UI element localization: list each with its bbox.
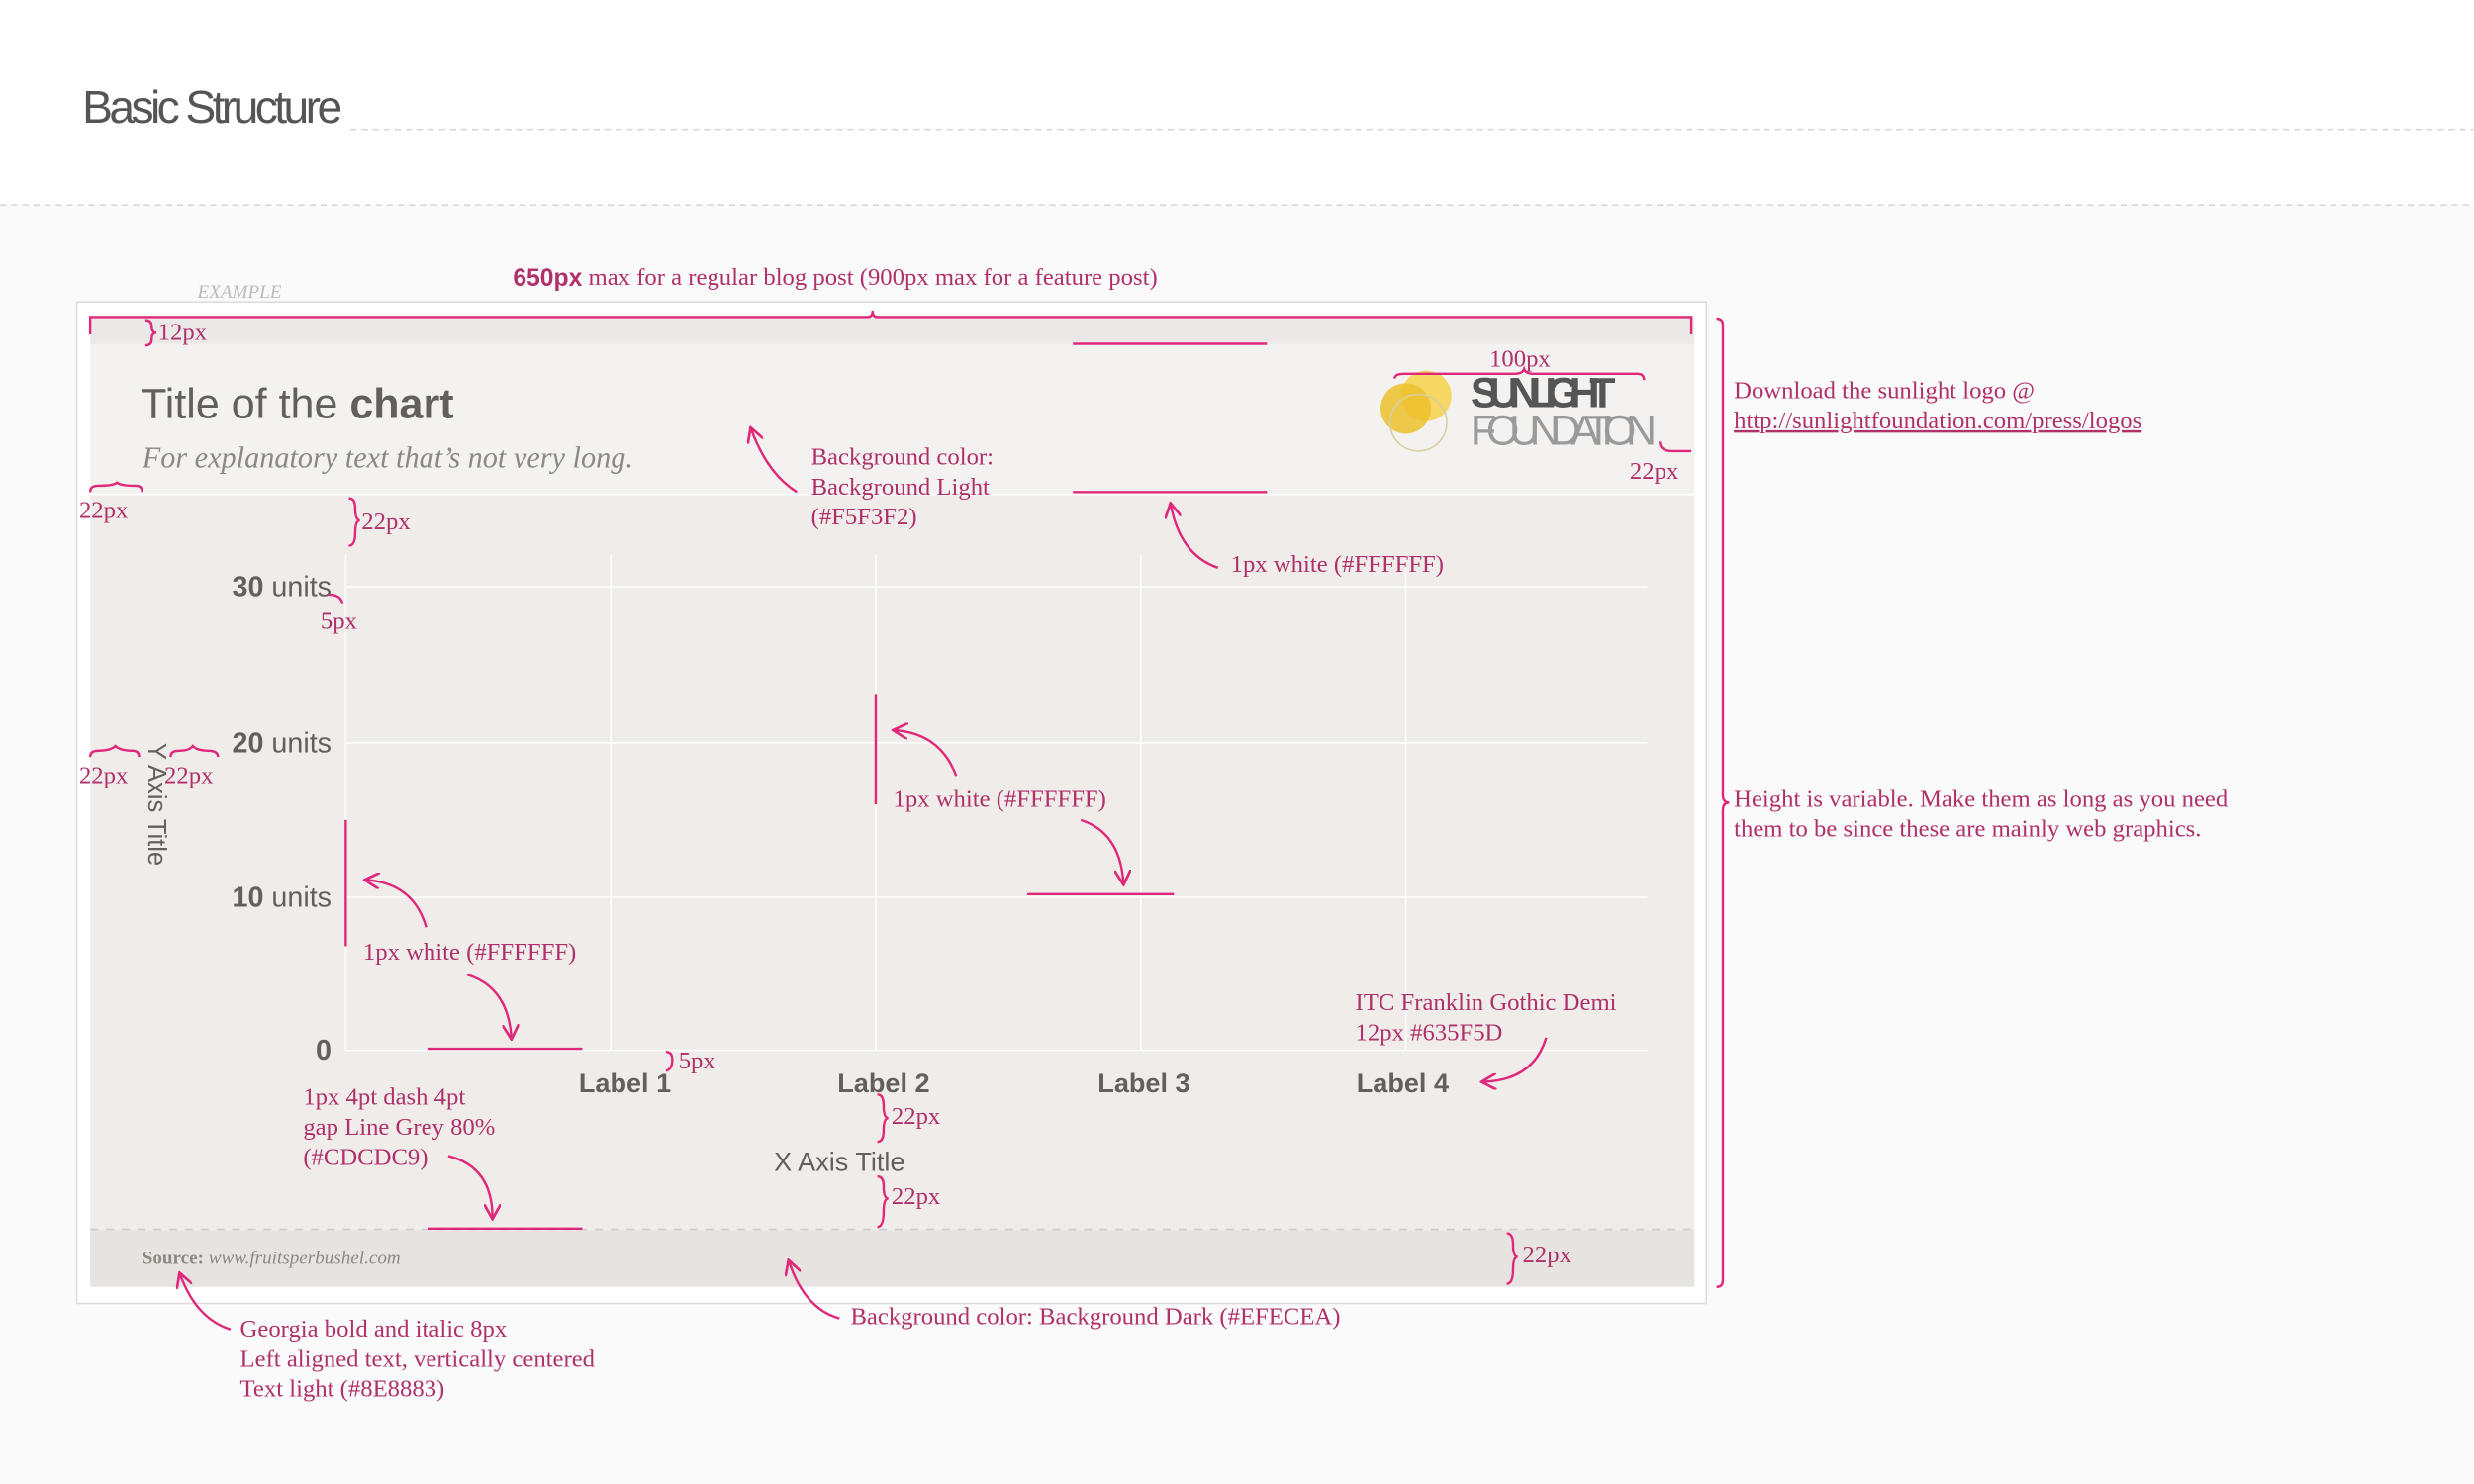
x-tick-label: Label 2 bbox=[837, 1067, 929, 1098]
brace bbox=[88, 481, 143, 493]
annotation: 1px white (#FFFFFF) bbox=[363, 939, 576, 966]
logo-line1: SUNLIGHT bbox=[1471, 369, 1616, 417]
arrow bbox=[1171, 505, 1219, 569]
markup bbox=[88, 310, 1730, 1331]
arrow bbox=[1080, 818, 1123, 883]
logo-circle bbox=[1388, 393, 1448, 452]
arrow bbox=[180, 1274, 232, 1331]
arrow bbox=[447, 1155, 493, 1217]
y-tick-unit: units bbox=[263, 571, 332, 603]
annotation: Text light (#8E8883) bbox=[240, 1376, 445, 1403]
brace bbox=[1659, 441, 1692, 453]
arrow bbox=[466, 973, 512, 1038]
annotation: 5px bbox=[321, 607, 358, 634]
brace bbox=[169, 744, 220, 758]
annotation: Background Light bbox=[811, 474, 990, 501]
x-tick-label: Label 3 bbox=[1097, 1067, 1189, 1098]
annotation: Georgia bold and italic 8px bbox=[240, 1316, 508, 1343]
annotation: (#CDCDC9) bbox=[303, 1144, 428, 1170]
arrow bbox=[895, 730, 958, 777]
y-tick-number: 10 bbox=[233, 881, 264, 913]
annotation: 22px bbox=[892, 1103, 941, 1130]
y-tick-number: 0 bbox=[316, 1035, 332, 1067]
annotation: Height is variable. Make them as long as… bbox=[1734, 786, 2229, 812]
annotation: 22px bbox=[164, 763, 214, 789]
footer-band bbox=[90, 1230, 1695, 1287]
brace bbox=[144, 319, 157, 347]
annotation: 100px bbox=[1489, 346, 1551, 373]
annotation: Left aligned text, vertically centered bbox=[240, 1345, 596, 1372]
y-tick-label: 30 units bbox=[233, 571, 333, 603]
y-tick-number: 20 bbox=[233, 727, 264, 759]
brace bbox=[877, 1174, 889, 1229]
brace bbox=[1393, 365, 1646, 381]
brace bbox=[348, 497, 360, 547]
title-bold: chart bbox=[349, 381, 453, 428]
chart-area bbox=[90, 495, 1695, 1231]
height-brace bbox=[1716, 317, 1730, 1288]
annotation: Background color: bbox=[811, 444, 994, 471]
arrow bbox=[751, 429, 798, 494]
width-rest: max for a regular blog post (900px max f… bbox=[582, 264, 1157, 291]
chart-subtitle: For explanatory text that’s not very lon… bbox=[142, 440, 633, 474]
example-label: EXAMPLE bbox=[197, 282, 282, 303]
arrow bbox=[789, 1261, 840, 1320]
brace bbox=[88, 744, 141, 758]
annotation: 1px white (#FFFFFF) bbox=[893, 786, 1105, 812]
annotation: 1px white (#FFFFFF) bbox=[1231, 551, 1444, 578]
arrow bbox=[1483, 1037, 1548, 1082]
annotation: (#F5F3F2) bbox=[811, 504, 917, 530]
width-bold: 650px bbox=[513, 265, 582, 292]
header-bg bbox=[0, 0, 2474, 206]
brace bbox=[1506, 1232, 1518, 1285]
x-tick-label: Label 4 bbox=[1357, 1067, 1449, 1098]
annotation: 12px bbox=[158, 320, 208, 346]
annotation: 22px bbox=[1630, 458, 1679, 485]
logo-circle bbox=[1380, 383, 1432, 434]
annotation: 1px 4pt dash 4pt bbox=[303, 1084, 465, 1111]
annotation: them to be since these are mainly web gr… bbox=[1734, 816, 2201, 843]
annotation: 5px bbox=[679, 1048, 716, 1074]
source-label: Source: bbox=[143, 1249, 209, 1269]
title-light: Title of the bbox=[141, 381, 349, 428]
annotation: 22px bbox=[79, 763, 129, 789]
brace bbox=[665, 1051, 674, 1072]
y-tick-label: 10 units bbox=[233, 881, 333, 913]
annotation: gap Line Grey 80% bbox=[303, 1114, 495, 1141]
brace bbox=[328, 593, 344, 604]
top-strip bbox=[90, 315, 1695, 344]
brace bbox=[877, 1093, 889, 1144]
width-note: 650px max for a regular blog post (900px… bbox=[513, 264, 1157, 292]
arrow bbox=[366, 880, 428, 928]
source: Source: www.fruitsperbushel.com bbox=[143, 1249, 401, 1269]
annotation: 12px #635F5D bbox=[1356, 1019, 1503, 1046]
y-tick-label: 0 bbox=[316, 1035, 332, 1067]
x-axis-title: X Axis Title bbox=[774, 1147, 904, 1177]
annotation: 22px bbox=[361, 509, 411, 535]
annotations: 12px 22px 22px 5px 22px 22px Background color:… bbox=[79, 320, 2229, 1403]
annotation: 22px bbox=[892, 1183, 941, 1210]
page-title: Basic Structure bbox=[82, 81, 342, 133]
annotation: Download the sunlight logo @ bbox=[1734, 378, 2035, 405]
link: http://sunlightfoundation.com/press/logo… bbox=[1734, 408, 2141, 434]
annotation: ITC Franklin Gothic Demi bbox=[1356, 989, 1617, 1016]
width-brace bbox=[88, 310, 1693, 334]
source-url: www.fruitsperbushel.com bbox=[209, 1249, 401, 1269]
y-axis-title: Y Axis Title bbox=[143, 743, 170, 866]
y-tick-label: 20 units bbox=[233, 727, 333, 759]
y-tick-unit: units bbox=[263, 881, 332, 913]
annotation: 22px bbox=[1523, 1242, 1572, 1268]
logo-line2: FOUNDATION bbox=[1471, 408, 1657, 455]
annotation: Background color: Background Dark (#EFEC… bbox=[850, 1303, 1340, 1330]
annotation: 22px bbox=[79, 498, 129, 524]
y-tick-number: 30 bbox=[233, 571, 264, 603]
y-tick-unit: units bbox=[263, 727, 332, 759]
grid bbox=[344, 555, 1648, 1052]
x-tick-label: Label 1 bbox=[579, 1067, 671, 1098]
chart-title: Title of the chart bbox=[141, 381, 453, 428]
